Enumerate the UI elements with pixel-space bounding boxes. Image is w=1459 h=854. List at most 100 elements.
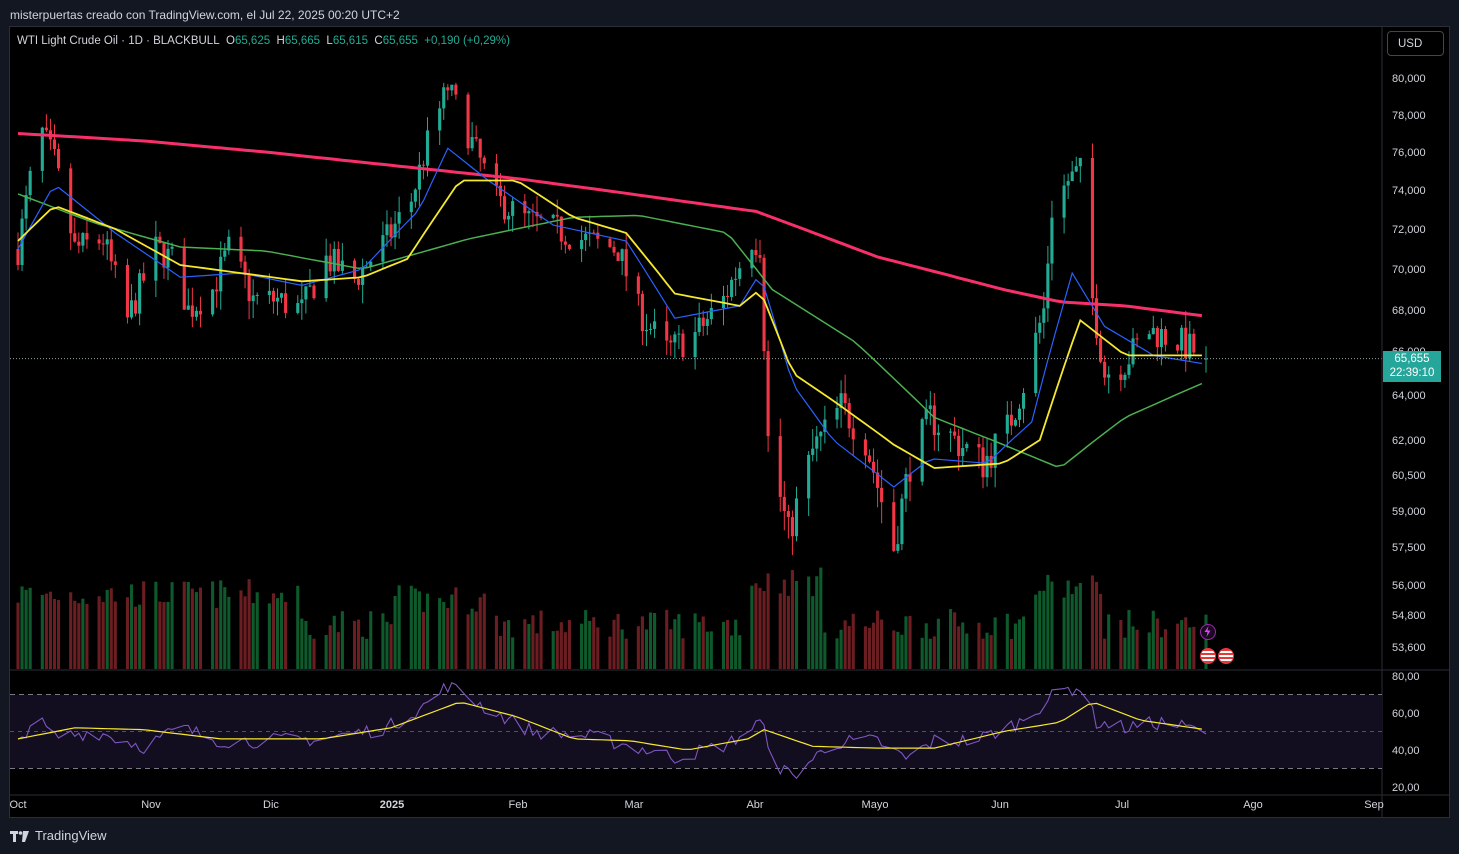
volume-bar — [527, 623, 531, 669]
price-tick-label: 70,000 — [1392, 264, 1426, 276]
volume-bar — [665, 609, 669, 669]
volume-bar — [158, 601, 162, 669]
volume-bar — [559, 622, 563, 669]
candle — [730, 276, 734, 301]
volume-bar — [247, 579, 251, 669]
candle — [782, 480, 786, 531]
volume-bar — [867, 627, 872, 669]
candle — [961, 427, 965, 466]
volume-bar — [1147, 632, 1151, 669]
candle — [531, 203, 535, 228]
price-tick-label: 57,500 — [1392, 542, 1426, 554]
ma-yellow-line — [17, 179, 1202, 469]
candle — [721, 285, 726, 326]
candle — [778, 418, 782, 512]
volume-bar — [1131, 626, 1135, 669]
price-tick-label: 56,000 — [1392, 580, 1426, 592]
candle — [653, 308, 657, 339]
volume-bar — [413, 588, 417, 669]
candle — [85, 216, 89, 249]
candle — [77, 232, 81, 254]
volume-bar — [819, 567, 823, 669]
volume-bar — [361, 636, 365, 669]
volume-bar — [409, 585, 413, 669]
candle — [1038, 315, 1042, 344]
candle — [867, 449, 872, 464]
volume-bar — [567, 620, 571, 669]
candle — [413, 188, 417, 208]
volume-bar — [807, 576, 811, 669]
volume-bar — [1013, 623, 1017, 669]
us-flag-event-icon-2[interactable] — [1218, 648, 1234, 664]
volume-bar — [835, 638, 839, 669]
volume-bar — [1192, 626, 1196, 669]
currency-button[interactable]: USD — [1387, 31, 1444, 56]
candle — [247, 269, 251, 320]
volume-bar — [219, 580, 223, 669]
candle — [758, 239, 762, 263]
volume-bar — [507, 620, 511, 669]
candle — [162, 243, 166, 279]
time-tick-label: Jun — [991, 799, 1009, 811]
time-tick-label: Oct — [9, 799, 26, 811]
time-tick-label: 2025 — [380, 799, 404, 811]
volume-bar — [101, 602, 105, 669]
high-value: 65,665 — [284, 35, 321, 47]
candle — [271, 287, 275, 314]
volume-bar — [446, 608, 450, 669]
us-flag-event-icon[interactable] — [1200, 648, 1216, 664]
candle — [1103, 355, 1107, 386]
candle — [466, 92, 470, 155]
candle — [227, 229, 231, 255]
candle — [669, 335, 673, 356]
volume-bar — [109, 588, 113, 669]
candle — [1034, 316, 1038, 397]
low-value: 65,615 — [332, 35, 368, 47]
volume-bar — [734, 619, 738, 669]
volume-bar — [223, 587, 227, 669]
candle — [644, 314, 649, 347]
low-label: L — [326, 35, 333, 47]
time-tick-label: Mayo — [862, 799, 889, 811]
candle — [762, 254, 766, 360]
candle — [154, 220, 158, 297]
price-tick-label: 53,600 — [1392, 642, 1426, 654]
volume-bar — [815, 576, 819, 669]
volume-bar — [186, 581, 190, 669]
volume-bar — [1042, 590, 1046, 669]
candle — [705, 312, 709, 336]
volume-bar — [721, 621, 726, 669]
volume-bar — [758, 587, 762, 669]
volume-bar — [421, 611, 426, 669]
candle — [1017, 404, 1022, 428]
volume-bar — [105, 589, 109, 669]
volume-bar — [389, 624, 393, 669]
candle — [219, 241, 223, 310]
volume-bar — [880, 619, 884, 669]
volume-bar — [239, 590, 243, 669]
volume-bar — [381, 613, 385, 669]
volume-bar — [304, 620, 308, 669]
chart-caption: misterpuertas creado con TradingView.com… — [10, 8, 400, 22]
candle — [101, 233, 105, 256]
volume-bar — [965, 633, 969, 669]
volume-bar — [786, 595, 790, 669]
symbol-legend: WTI Light Crude Oil · 1D · BLACKBULL O65… — [17, 35, 510, 47]
candle — [1151, 315, 1155, 335]
lightning-icon[interactable] — [1200, 624, 1216, 640]
volume-bar — [839, 629, 843, 669]
volume-bar — [681, 638, 685, 669]
price-tick-label: 74,000 — [1392, 185, 1426, 197]
candle — [397, 196, 401, 239]
volume-bar — [438, 598, 442, 669]
symbol-name[interactable]: WTI Light Crude Oil · 1D · BLACKBULL — [17, 35, 220, 47]
volume-bar — [340, 611, 344, 669]
volume-bar — [81, 598, 85, 669]
candle — [182, 237, 186, 310]
volume-bar — [255, 592, 259, 669]
volume-bar — [1176, 623, 1180, 669]
volume-bar — [194, 592, 198, 669]
time-tick-label: Sep — [1364, 799, 1384, 811]
volume-bar — [365, 638, 369, 669]
